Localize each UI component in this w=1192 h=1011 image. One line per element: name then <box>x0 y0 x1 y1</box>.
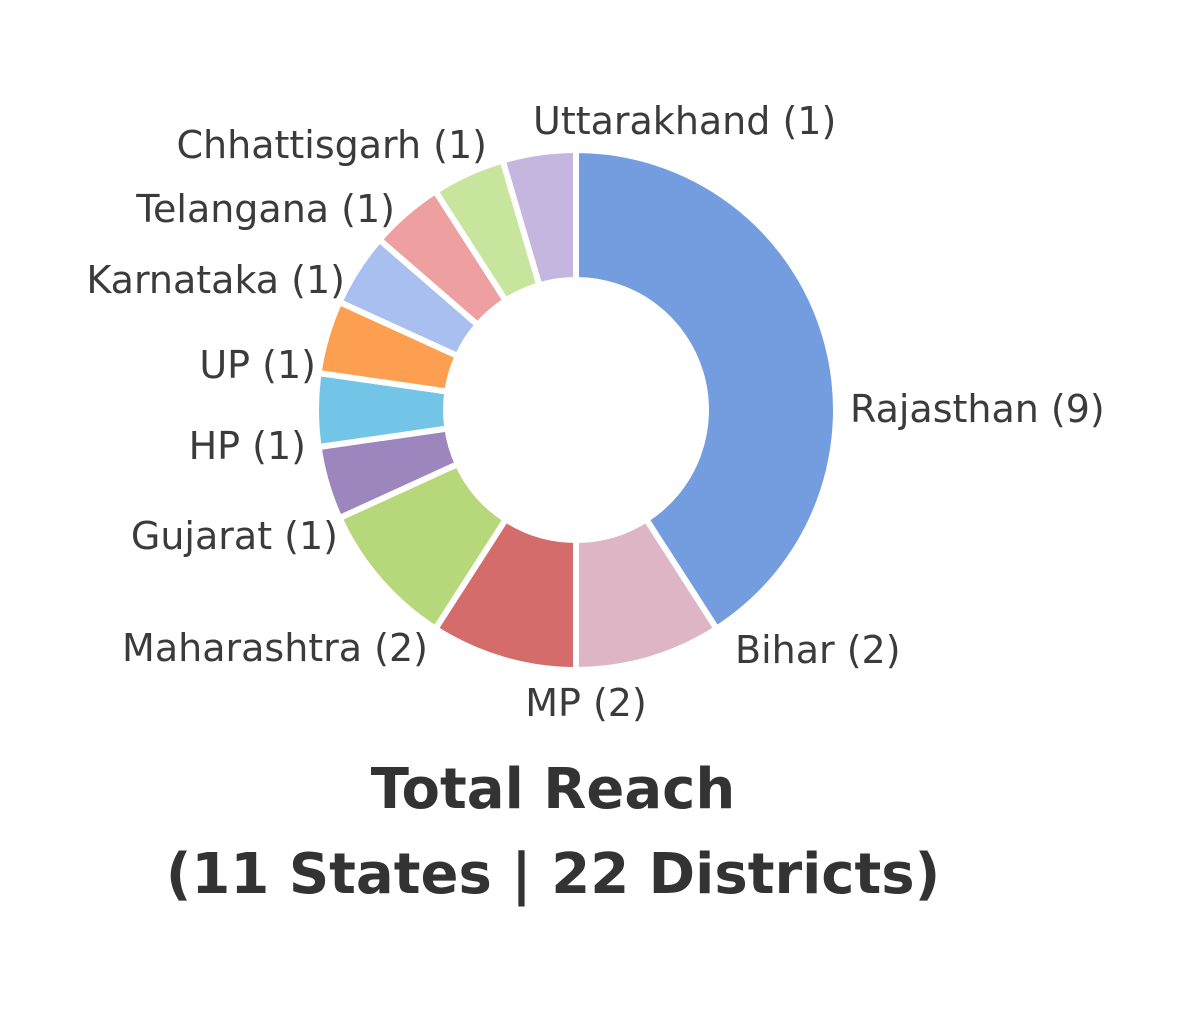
label-gujarat: Gujarat (1) <box>131 514 338 558</box>
slice-rajasthan <box>573 147 839 632</box>
label-uttarakhand: Uttarakhand (1) <box>533 99 836 143</box>
chart-title-line-1: Total Reach <box>371 757 735 822</box>
title-group: Total Reach (11 States | 22 Districts) <box>166 757 940 907</box>
label-maharashtra: Maharashtra (2) <box>122 626 428 670</box>
label-telangana: Telangana (1) <box>135 187 395 231</box>
label-bihar: Bihar (2) <box>735 628 901 672</box>
label-karnataka: Karnataka (1) <box>86 258 345 302</box>
label-mp: MP (2) <box>525 681 647 725</box>
label-chhattisgarh: Chhattisgarh (1) <box>177 123 488 167</box>
slice-uttarakhand <box>499 147 579 289</box>
chart-title-line-2: (11 States | 22 Districts) <box>166 842 940 907</box>
labels-group: Rajasthan (9) Bihar (2) MP (2) Maharashtra … <box>86 99 1104 725</box>
label-hp: HP (1) <box>189 424 306 468</box>
label-rajasthan: Rajasthan (9) <box>850 387 1105 431</box>
slices-group <box>313 147 839 673</box>
label-up: UP (1) <box>199 343 316 387</box>
